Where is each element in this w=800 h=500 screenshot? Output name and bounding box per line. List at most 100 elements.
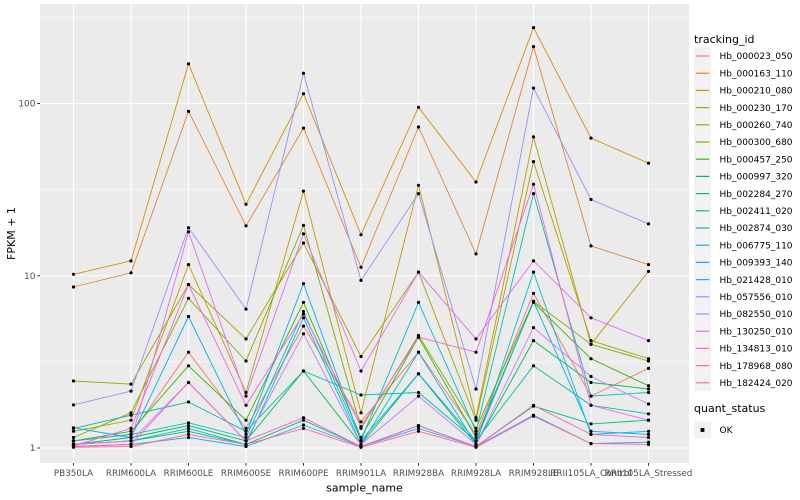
data-point [589,442,593,446]
legend-entry-label: Hb_130250_010 [720,327,793,337]
x-tick-label: RRIM901LA [336,469,386,479]
data-point [646,442,651,446]
data-point [646,402,651,406]
data-point [129,444,133,449]
data-point [646,432,651,436]
data-point [359,265,363,269]
data-point [359,435,363,440]
data-point [129,382,133,386]
data-point [531,326,536,330]
data-point [244,429,248,433]
data-point [416,394,421,398]
x-axis-title: sample_name [326,482,403,495]
data-point [244,390,248,395]
data-point [186,296,191,300]
x-tick-label: RRIM600LA [106,469,156,479]
data-point [474,429,478,433]
x-tick-label: RRIM928BA [393,469,444,479]
data-point [531,364,536,368]
data-point [186,62,191,66]
y-tick-label: 100 [18,100,35,110]
data-point [416,424,421,428]
data-point [301,241,306,245]
data-point [646,359,651,363]
data-point [531,135,536,139]
legend-entry-label: Hb_021428_010 [720,276,793,286]
data-point [531,403,536,407]
data-point [244,435,248,440]
data-point [244,439,248,443]
data-point [129,259,133,263]
data-point [646,418,651,422]
data-point [646,429,651,433]
data-point [531,291,536,295]
data-point [531,182,536,186]
legend-entry-label: Hb_000457_250 [720,155,793,165]
data-point [646,161,651,165]
legend-entry-label: Hb_000023_050 [720,52,793,62]
data-point [244,418,248,422]
data-point [646,263,651,267]
data-point [186,350,191,354]
data-point [589,244,593,248]
data-point [71,429,76,433]
legend-entry-label: Hb_000210_080 [720,87,793,97]
data-point [301,316,306,320]
data-point [416,429,421,433]
data-point [646,435,651,440]
x-tick-label: RRIM928LA [451,469,501,479]
y-axis-title: FPKM + 1 [5,207,18,260]
legend-entry-label: Hb_000230_170 [720,104,793,114]
data-point [301,92,306,96]
data-point [186,226,191,230]
x-tick-label: RRIM928LE [509,469,559,479]
data-point [416,300,421,304]
data-point [646,366,651,370]
data-point [301,416,306,420]
data-point [589,197,593,202]
legend-entry-label: Hb_082550_010 [720,310,793,320]
data-point [244,202,248,206]
data-point [589,136,593,140]
data-point [646,390,651,395]
data-point [589,429,593,433]
data-point [301,423,306,427]
data-point [244,224,248,228]
data-point [531,192,536,196]
data-point [589,374,593,379]
legend-entry-label: Hb_002874_030 [720,224,793,234]
data-point [359,278,363,282]
data-point [474,435,478,440]
legend-entry-label: Hb_000260_740 [720,121,793,131]
data-point [474,432,478,436]
x-tick-label: RRII105LA_Control [550,469,632,479]
data-point [186,429,191,433]
data-point [416,105,421,109]
data-point [129,432,133,436]
legend-entry-label: Hb_000300_680 [720,138,793,148]
data-point [359,445,363,449]
data-point [71,445,76,449]
data-point [244,337,248,341]
data-point [531,160,536,164]
legend-entry-label: Hb_178968_080 [720,362,793,372]
x-tick-label: PB350LA [54,469,93,479]
legend-entry-label: Hb_009393_140 [720,259,793,269]
data-point [531,86,536,90]
data-point [71,272,76,276]
data-point [71,285,76,289]
data-point [646,339,651,343]
data-point [531,270,536,274]
data-point [474,180,478,184]
data-point [129,271,133,275]
data-point [129,439,133,443]
data-point [359,411,363,415]
data-point [71,426,76,430]
legend-entry-label: Hb_000997_320 [720,173,793,183]
x-tick-label: RRIM600LE [164,469,214,479]
x-tick-label: RRIM600SE [221,469,271,479]
data-point [244,442,248,446]
data-point [301,300,306,304]
